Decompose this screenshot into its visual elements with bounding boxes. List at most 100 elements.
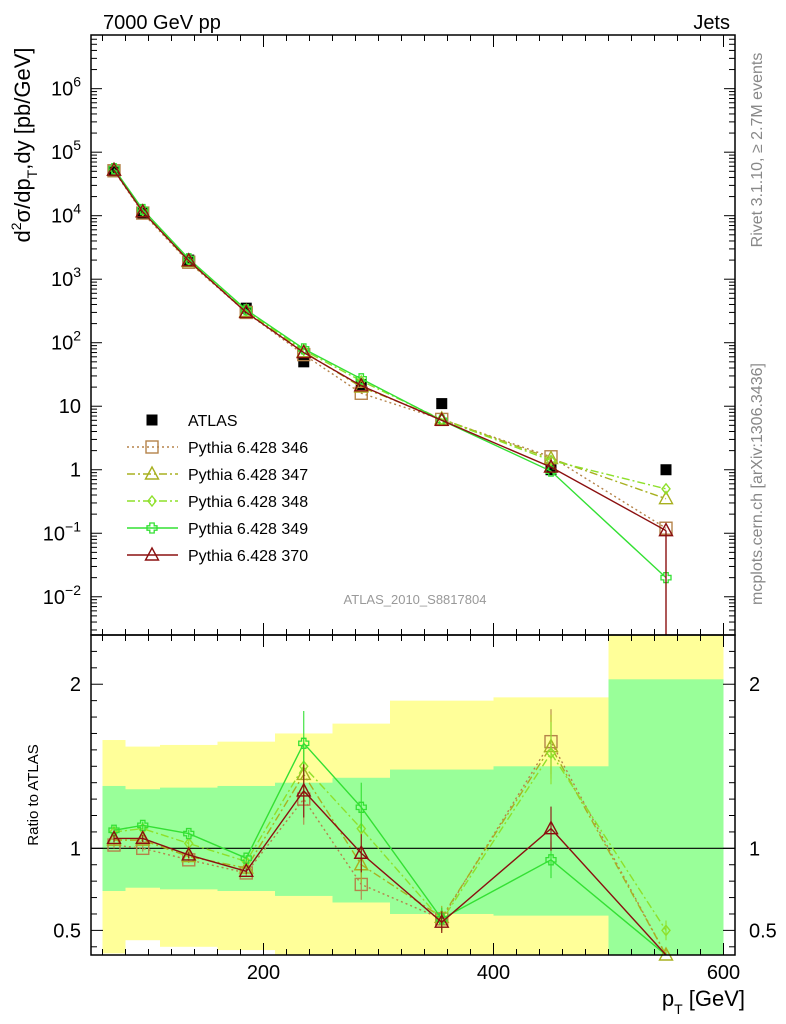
main-frame: [90, 34, 736, 636]
main-data-point: [353, 377, 369, 392]
legend-marker: [147, 494, 157, 508]
main-data-point: [182, 255, 196, 269]
ratio-data-point: [298, 737, 310, 749]
main-data-point: [436, 398, 448, 410]
main-series-line: [113, 168, 667, 579]
y-tick-label: 106: [51, 74, 81, 101]
header-right: Jets: [693, 12, 730, 34]
ratio-data-point: [240, 852, 252, 864]
legend-marker: [144, 465, 160, 480]
main-data-point: [106, 161, 122, 176]
main-series-line: [113, 169, 667, 500]
ratio-y-tick-label-right: 1: [749, 838, 760, 860]
x-tick-label: 600: [707, 962, 740, 984]
legend-entry: Pythia 6.428 347: [127, 465, 308, 484]
main-data-point: [298, 356, 310, 368]
legend-entry: Pythia 6.428 348: [127, 494, 308, 511]
main-panel-data: [106, 161, 674, 635]
main-data-point: [545, 464, 557, 476]
ratio-data-point: [296, 782, 312, 797]
main-data-point: [434, 411, 450, 427]
ratio-y-tick-label-right: 0.5: [749, 920, 777, 942]
legend-marker: [144, 546, 160, 561]
y-tick-label: 104: [51, 201, 81, 228]
ratio-data-point: [661, 924, 671, 937]
legend-marker: [145, 440, 159, 454]
ratio-data-point: [106, 830, 122, 845]
legend-entry: Pythia 6.428 349: [127, 521, 308, 538]
main-data-point: [661, 482, 671, 495]
ratio-data-point: [135, 830, 151, 845]
ratio-data-point: [543, 820, 559, 835]
ratio-uncertainty-bands: [102, 635, 724, 955]
legend-label: Pythia 6.428 346: [188, 440, 308, 457]
ratio-data-point: [658, 946, 674, 961]
ratio-data-point: [238, 862, 254, 878]
legend-entry: Pythia 6.428 370: [127, 546, 308, 565]
y-tick-label: 10−2: [43, 582, 81, 609]
analysis-id-label: ATLAS_2010_S8817804: [344, 592, 487, 607]
inner-band-bin: [390, 769, 494, 914]
legend-label: Pythia 6.428 347: [188, 467, 308, 484]
ratio-data-point: [355, 801, 367, 813]
main-data-point: [136, 206, 150, 220]
ratio-data-point: [434, 913, 450, 928]
ratio-data-point: [353, 844, 369, 859]
ratio-data-point: [183, 827, 195, 840]
legend-marker: [146, 522, 158, 534]
main-data-point: [238, 303, 254, 319]
y-tick-label: 103: [51, 264, 81, 291]
ratio-data-point: [137, 819, 149, 832]
ratio-data-point: [181, 846, 197, 861]
main-data-point: [543, 458, 559, 473]
ratio-data-point: [436, 913, 448, 925]
legend-entry: ATLAS: [146, 413, 238, 430]
ratio-series-4: [106, 764, 667, 956]
rivet-version-label: Rivet 3.1.10, ≥ 2.7M events: [749, 53, 766, 248]
header-left: 7000 GeV pp: [103, 12, 221, 34]
main-data-point: [660, 571, 672, 584]
main-series-5: [106, 161, 674, 537]
main-data-point: [181, 252, 197, 267]
ratio-y-tick-label: 0.5: [53, 920, 81, 942]
main-data-point: [546, 454, 556, 467]
legend: ATLAS Pythia 6.428 346 Pythia 6.428 347 Pyt…: [127, 413, 308, 565]
legend-label: Pythia 6.428 349: [188, 521, 308, 538]
y-axis-title: d2σ/dpT,dy [pb/GeV]: [8, 47, 40, 242]
ratio-data-point: [546, 747, 556, 760]
legend-entry: Pythia 6.428 346: [127, 440, 308, 457]
inner-band-bin: [608, 679, 724, 955]
main-series-line: [113, 169, 667, 532]
ratio-series-line: [113, 751, 667, 931]
y-tick-label: 10: [59, 396, 81, 418]
main-data-point: [298, 344, 309, 357]
axes: 10−2 10−1 1 10 102 103 104 105 106 200 400 600 0.5 0.…: [8, 34, 777, 1017]
y-tick-label: 1: [70, 460, 81, 482]
main-data-point: [240, 302, 252, 314]
ratio-panel-data: [106, 709, 674, 961]
x-tick-label: 200: [247, 962, 280, 984]
y-tick-label: 102: [51, 328, 81, 355]
main-series-4: [108, 163, 672, 584]
main-data-point: [135, 203, 151, 218]
ratio-y-axis-title: Ratio to ATLAS: [25, 744, 42, 845]
ratio-data-point: [545, 854, 557, 866]
main-data-point: [660, 464, 672, 476]
ratio-y-tick-label-right: 2: [749, 674, 760, 696]
main-series-line: [113, 169, 667, 490]
y-tick-label: 10−1: [43, 518, 81, 545]
legend-label: ATLAS: [188, 413, 238, 430]
y-tick-label: 105: [51, 137, 81, 164]
ratio-data-point: [356, 822, 367, 835]
x-axis-title: pT [GeV]: [662, 986, 745, 1017]
main-data-point: [543, 450, 559, 465]
main-data-point: [296, 344, 312, 359]
main-data-point: [658, 490, 674, 505]
x-tick-label: 400: [477, 962, 510, 984]
legend-label: Pythia 6.428 348: [188, 494, 308, 511]
legend-marker: [146, 414, 158, 426]
legend-label: Pythia 6.428 370: [188, 548, 308, 565]
mcplots-label: mcplots.cern.ch [arXiv:1306.3436]: [749, 363, 766, 605]
ratio-y-tick-label: 2: [70, 674, 81, 696]
